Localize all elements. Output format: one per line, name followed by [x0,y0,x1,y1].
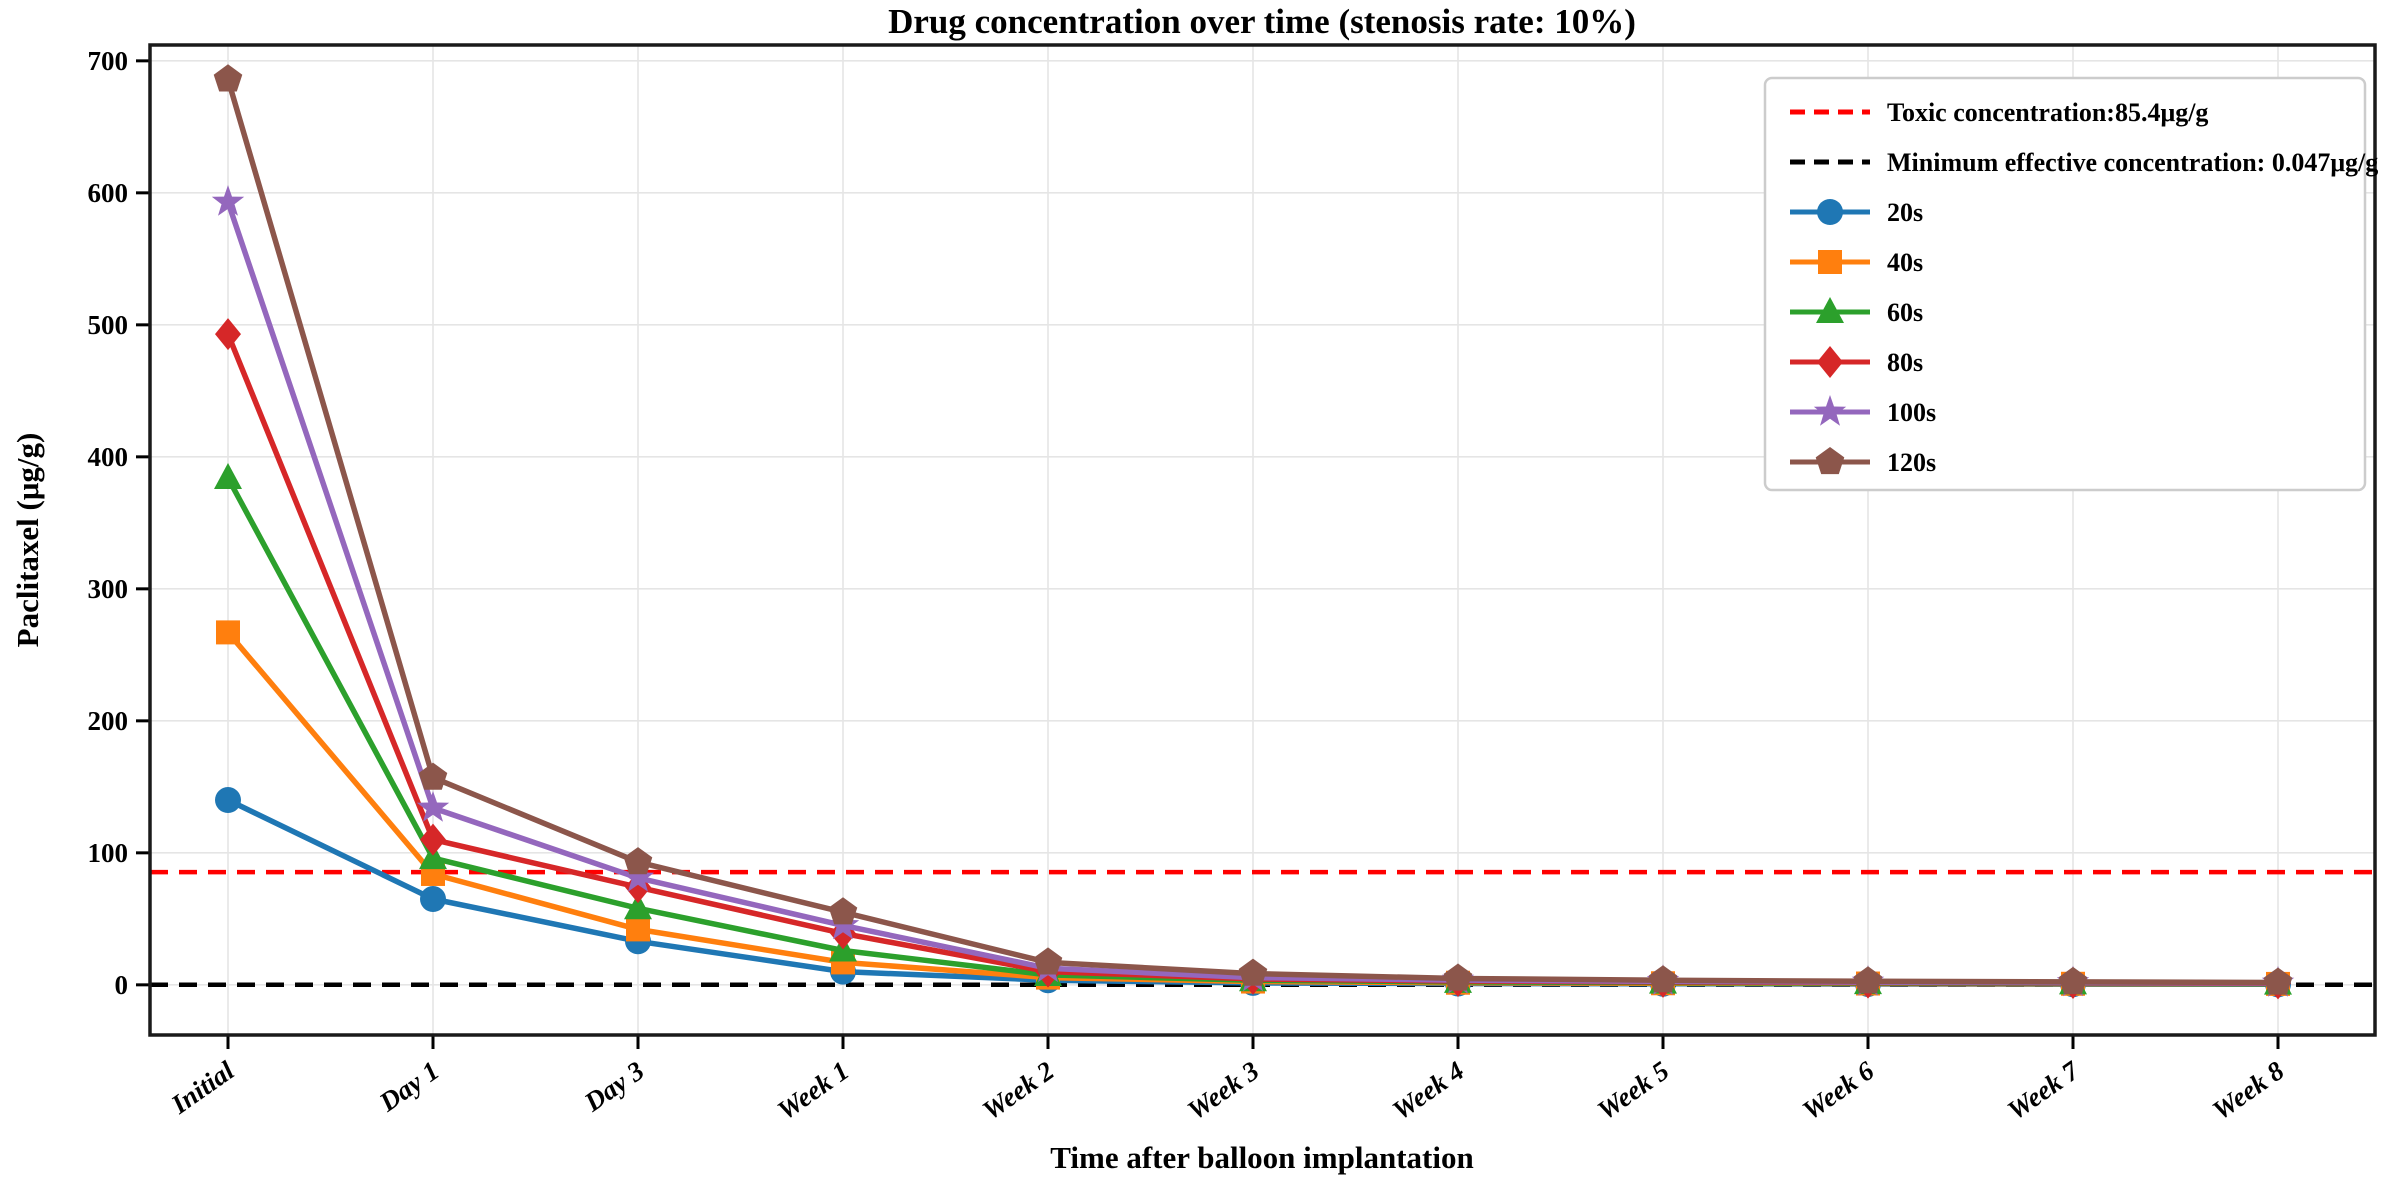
point-120s-4 [1033,947,1063,975]
series-120s [213,64,2293,995]
y-tick-label: 200 [88,706,129,736]
x-tick-label: Week 4 [1387,1055,1470,1125]
point-60s-0 [214,462,242,489]
point-120s-2 [623,847,653,875]
point-100s-2 [621,860,655,892]
y-tick-label: 300 [88,574,129,604]
point-120s-1 [418,762,448,790]
x-tick-label: Week 8 [2207,1055,2290,1126]
legend-marker-20s [1817,199,1843,225]
legend-label: 120s [1887,448,1936,477]
x-tick-label: Week 6 [1797,1055,1880,1126]
legend-label: Toxic concentration:85.4μg/g [1887,98,2208,127]
point-100s-0 [211,185,245,216]
point-60s-1 [419,843,447,870]
x-axis-label: Time after balloon implantation [1050,1140,1473,1175]
point-120s-0 [213,64,243,92]
y-tick-label: 700 [88,46,129,76]
legend-item-80s: 80s [1790,346,1923,378]
point-80s-1 [420,823,446,856]
legend: Toxic concentration:85.4μg/g Minimum effe… [1763,76,2378,492]
point-100s-1 [416,791,450,822]
point-40s-0 [216,620,240,645]
legend-item-20s: 20s [1790,198,1923,227]
point-20s-1 [420,886,446,913]
x-tick-label: Initial [165,1055,240,1120]
legend-label: 100s [1887,398,1936,427]
x-tick-label: Day 3 [578,1055,649,1118]
x-tick-label: Week 5 [1592,1055,1675,1125]
x-tick-label: Week 7 [2002,1054,2086,1125]
x-tick-label: Week 3 [1182,1055,1265,1125]
legend-item-120s: 120s [1790,447,1936,477]
point-40s-2 [626,917,650,942]
point-120s-10 [2263,967,2293,995]
point-120s-7 [1648,965,1678,993]
point-120s-6 [1443,963,1473,991]
legend-label: 20s [1887,198,1923,227]
point-120s-3 [828,897,858,925]
y-tick-label: 100 [88,838,129,868]
chart-title: Drug concentration over time (stenosis r… [888,2,1636,41]
legend-marker-40s [1818,250,1842,274]
x-tick-label: Day 1 [373,1055,444,1118]
x-tick-label: Week 2 [977,1055,1060,1125]
series-layer [211,64,2295,1000]
legend-label: 40s [1887,248,1923,277]
y-tick-label: 400 [88,442,129,472]
legend-item-min-effective: Minimum effective concentration: 0.047μg… [1790,148,2378,177]
legend-marker-60s [1816,297,1844,323]
legend-label: Minimum effective concentration: 0.047μg… [1887,148,2378,177]
point-80s-0 [215,318,241,351]
x-tick-label: Week 1 [772,1055,855,1125]
legend-item-100s: 100s [1790,395,1936,427]
legend-box [1763,76,2367,492]
legend-marker-80s [1817,346,1843,378]
point-20s-0 [215,787,241,814]
legend-item-40s: 40s [1790,248,1923,277]
point-120s-5 [1238,958,1268,986]
y-tick-label: 0 [115,970,129,1000]
legend-label: 60s [1887,298,1923,327]
y-tick-label: 500 [88,310,129,340]
y-axis-label: Paclitaxel (μg/g) [10,433,45,648]
legend-marker-120s [1815,447,1845,475]
legend-item-toxic: Toxic concentration:85.4μg/g [1790,98,2208,127]
legend-label: 80s [1887,348,1923,377]
legend-item-60s: 60s [1790,297,1923,327]
plot-frame [148,43,2377,1037]
point-120s-8 [1853,966,1883,994]
point-60s-2 [624,893,652,920]
legend-marker-100s [1813,395,1847,426]
point-120s-9 [2058,966,2088,995]
y-tick-label: 600 [88,178,129,208]
